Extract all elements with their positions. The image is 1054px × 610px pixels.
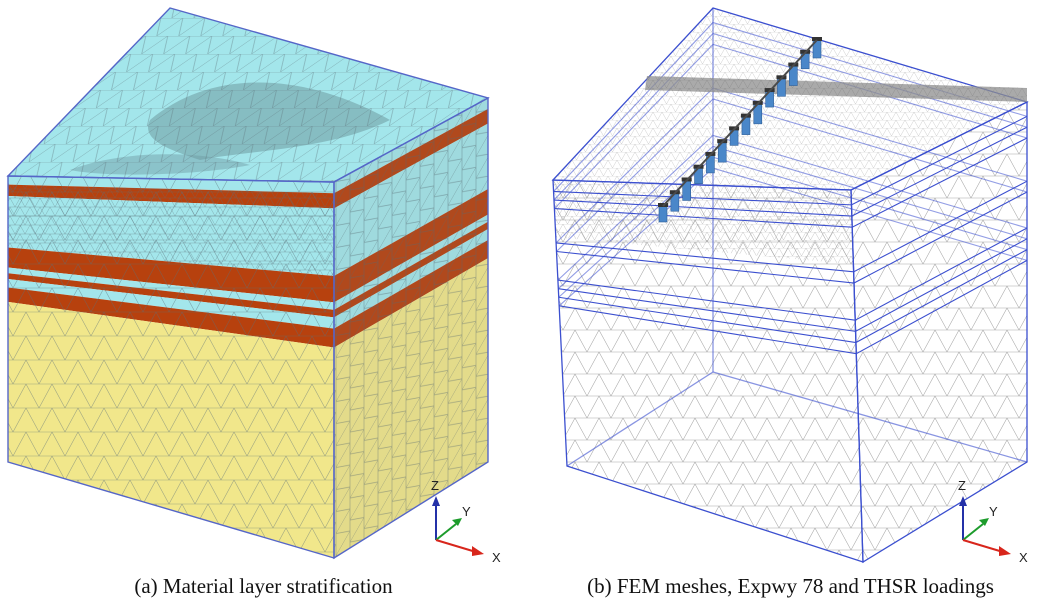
back-edge (712, 371, 1028, 463)
y-axis-line (962, 523, 984, 541)
z-axis-label: Z (431, 478, 439, 493)
y-axis-arrow (979, 518, 989, 526)
side-face (334, 98, 488, 558)
x-axis-label: X (1019, 550, 1028, 565)
pier-cap (812, 37, 822, 41)
fem-mesh-model: Z Y X (551, 7, 1029, 565)
x-axis-line (435, 539, 477, 553)
y-axis-arrow (452, 518, 462, 526)
side-shade (334, 98, 488, 558)
side-mesh (851, 102, 1027, 562)
x-axis-arrow (999, 546, 1011, 556)
x-axis-label: X (492, 550, 501, 565)
deck-mesh (645, 76, 1027, 102)
pier-column (658, 205, 668, 223)
mesh-overlay (8, 176, 334, 558)
axis-triad: Z Y X (958, 478, 1028, 565)
block-outline (6, 7, 490, 560)
panel-material-layers: Z Y X (a) Material layer stratification (6, 7, 501, 598)
fine-mesh-overlay (8, 184, 334, 276)
x-axis-arrow (472, 546, 484, 556)
thsr-piers (658, 37, 822, 223)
mesh-overlay (8, 8, 488, 182)
panel-fem-mesh: Z Y X (b) FEM meshes, Expwy 78 and THSR lo… (527, 0, 1054, 610)
caption-a: (a) Material layer stratification (134, 574, 393, 598)
y-axis-label: Y (989, 504, 998, 519)
side-outline (333, 96, 489, 560)
axis-triad: Z Y X (431, 478, 501, 565)
z-axis-label: Z (958, 478, 966, 493)
top-face (8, 8, 488, 182)
y-axis-label: Y (462, 504, 471, 519)
expressway-deck (645, 76, 1027, 102)
y-axis-line (435, 523, 457, 541)
z-axis-arrow (959, 496, 967, 506)
x-axis-line (962, 539, 1004, 553)
back-edge (566, 371, 714, 467)
thsr-guideway (662, 39, 818, 207)
z-axis-arrow (432, 496, 440, 506)
material-layer-model: Z Y X (6, 7, 501, 565)
front-face (8, 176, 334, 558)
caption-b: (b) FEM meshes, Expwy 78 and THSR loadin… (587, 574, 994, 598)
mesh-overlay (334, 98, 488, 558)
